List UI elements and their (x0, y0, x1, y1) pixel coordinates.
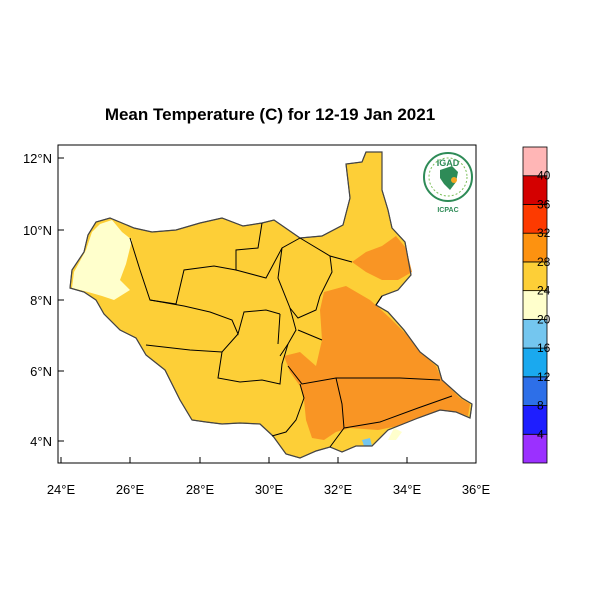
x-tick-label: 24°E (47, 482, 76, 497)
colorbar-label: 40 (537, 169, 551, 183)
map-title: Mean Temperature (C) for 12-19 Jan 2021 (105, 105, 435, 124)
logo-top-text: IGAD (437, 158, 460, 168)
colorbar-label: 32 (537, 226, 551, 240)
colorbar: 4 8 12 16 20 24 28 32 36 40 (522, 146, 551, 464)
colorbar-swatch (522, 232, 548, 263)
state-boundaries (129, 222, 453, 448)
africa-icon (440, 166, 458, 190)
x-tick-label: 34°E (393, 482, 422, 497)
colorbar-swatch (522, 376, 548, 406)
region-northwest-mild (72, 220, 132, 300)
colorbar-label: 28 (537, 255, 551, 269)
colorbar-swatch (522, 261, 548, 292)
colorbar-label: 4 (537, 427, 544, 441)
x-tick-label: 28°E (186, 482, 215, 497)
y-tick-label: 4°N (30, 434, 52, 449)
colorbar-label: 20 (537, 312, 551, 326)
country-outline (69, 151, 473, 459)
colorbar-label: 16 (537, 341, 551, 355)
colorbar-swatch (522, 146, 548, 177)
colorbar-label: 12 (537, 370, 551, 384)
y-tick-label: 10°N (23, 223, 52, 238)
region-south-mild (388, 428, 402, 440)
y-tick-label: 6°N (30, 364, 52, 379)
region-northeast-hot (352, 236, 412, 280)
igad-icpac-logo: IGAD ICPAC (423, 152, 473, 214)
x-tick-label: 36°E (462, 482, 491, 497)
colorbar-label: 8 (537, 399, 544, 413)
x-tick-label: 26°E (116, 482, 145, 497)
x-tick-label: 30°E (255, 482, 284, 497)
x-tick-label: 32°E (324, 482, 353, 497)
colorbar-swatch (522, 347, 548, 378)
axis-ticks (58, 157, 477, 463)
region-south-cool (362, 438, 372, 446)
colorbar-swatch (522, 433, 548, 464)
y-tick-label: 8°N (30, 293, 52, 308)
colorbar-label: 24 (537, 284, 551, 298)
colorbar-label: 36 (537, 197, 551, 211)
region-east-hot (284, 286, 470, 440)
colorbar-swatch (522, 405, 548, 435)
y-tick-label: 12°N (23, 151, 52, 166)
logo-bottom-text: ICPAC (437, 207, 458, 214)
